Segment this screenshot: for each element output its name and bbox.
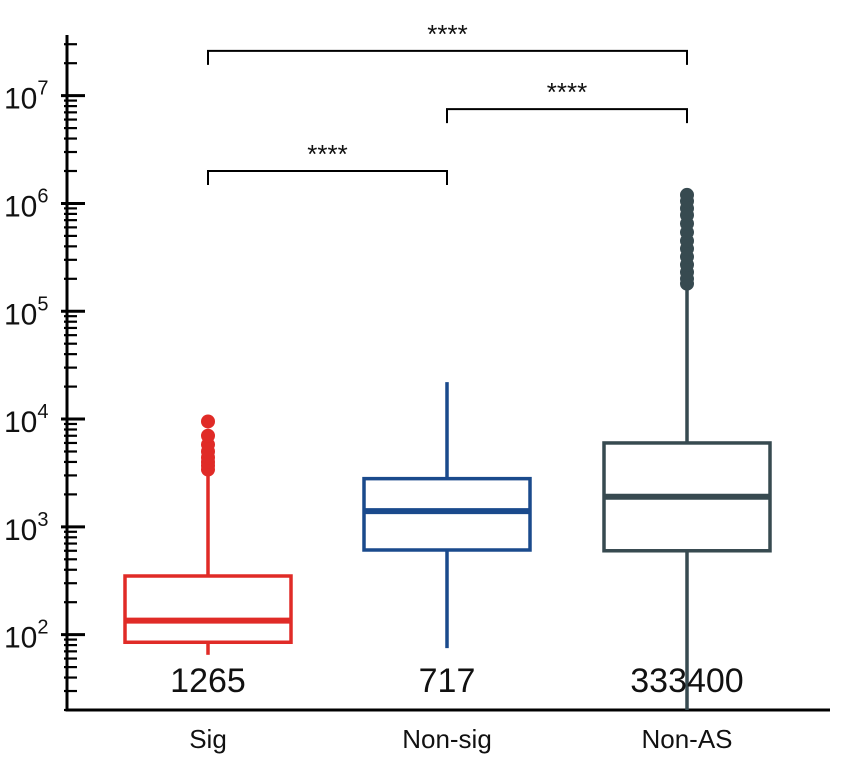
box-non-sig: 717 [362, 382, 532, 700]
count-label: 717 [419, 662, 476, 700]
y-tick-label: 106 [4, 185, 49, 223]
y-tick-label: 102 [4, 617, 49, 655]
y-tick-label: 107 [4, 78, 49, 116]
box-iqr [123, 574, 293, 645]
box-iqr [362, 476, 532, 552]
x-tick-label-sig: Sig [189, 724, 227, 754]
count-label: 333400 [630, 662, 743, 700]
x-tick-label-non-as: Non-AS [641, 724, 732, 754]
bracket-line [446, 108, 688, 124]
x-tick-label-non-sig: Non-sig [402, 724, 492, 754]
significance-bracket: **** [446, 77, 688, 124]
y-tick-label: 104 [4, 401, 49, 439]
significance-label: **** [547, 77, 587, 107]
x-axis: Sig Non-sig Non-AS [65, 708, 830, 754]
bracket-line [207, 170, 448, 185]
outlier-point [680, 187, 694, 202]
significance-label: **** [307, 139, 347, 169]
bracket-line [207, 49, 688, 65]
y-axis: 102 103 104 105 106 107 [4, 35, 85, 712]
significance-brackets: **** **** **** [207, 19, 688, 185]
y-tick-label: 103 [4, 509, 49, 547]
outlier-point [201, 428, 215, 443]
significance-bracket: **** [207, 139, 448, 185]
box-plot-series: 1265 717 333400 [123, 187, 772, 710]
box-sig: 1265 [123, 414, 293, 700]
box-non-as: 333400 [602, 187, 772, 710]
significance-label: **** [427, 19, 467, 49]
outlier-point [201, 414, 215, 429]
significance-bracket: **** [207, 19, 688, 65]
count-label: 1265 [170, 662, 246, 700]
y-tick-label: 105 [4, 293, 49, 331]
